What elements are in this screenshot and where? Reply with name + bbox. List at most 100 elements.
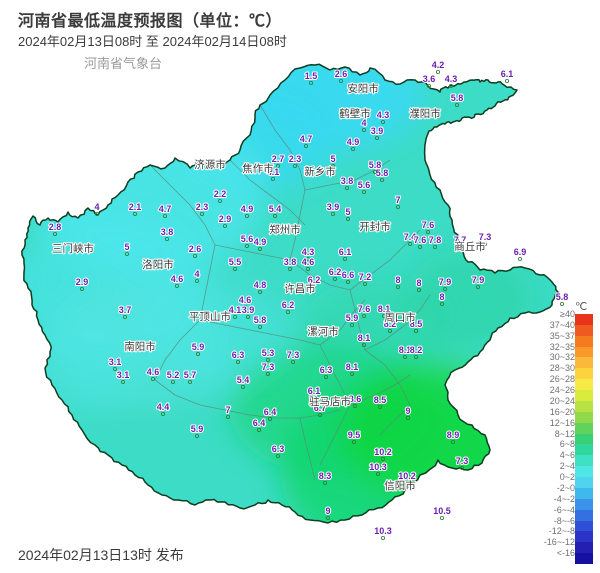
svg-text:7.6: 7.6 [414, 235, 427, 245]
svg-text:4.2: 4.2 [432, 60, 445, 70]
svg-text:7.6: 7.6 [358, 304, 371, 314]
svg-text:2.1: 2.1 [129, 202, 142, 212]
svg-text:6.3: 6.3 [232, 350, 245, 360]
svg-text:5.9: 5.9 [191, 424, 204, 434]
svg-text:开封市: 开封市 [359, 220, 391, 233]
svg-text:8: 8 [395, 275, 400, 285]
svg-text:4.6: 4.6 [302, 257, 315, 267]
svg-text:三门峡市: 三门峡市 [52, 242, 94, 255]
svg-text:8.1: 8.1 [358, 333, 371, 343]
svg-text:7.3: 7.3 [262, 362, 275, 372]
svg-text:2.9: 2.9 [76, 277, 89, 287]
svg-text:4.3: 4.3 [302, 247, 315, 257]
svg-text:安阳市: 安阳市 [347, 82, 379, 95]
svg-text:3.9: 3.9 [327, 202, 340, 212]
svg-text:5.4: 5.4 [237, 375, 250, 385]
svg-text:7.6: 7.6 [422, 220, 435, 230]
svg-text:4.4: 4.4 [157, 402, 170, 412]
svg-text:8: 8 [439, 292, 444, 302]
svg-text:3.1: 3.1 [117, 370, 130, 380]
svg-text:4.6: 4.6 [239, 295, 252, 305]
svg-text:驻马店市: 驻马店市 [309, 395, 351, 408]
svg-text:10.5: 10.5 [433, 506, 451, 516]
svg-text:焦作市: 焦作市 [242, 162, 274, 175]
svg-text:7.9: 7.9 [472, 275, 485, 285]
svg-text:5.9: 5.9 [192, 342, 205, 352]
svg-text:3.6: 3.6 [423, 74, 436, 84]
svg-text:3.7: 3.7 [119, 305, 132, 315]
svg-text:4.7: 4.7 [159, 204, 172, 214]
svg-text:7.9: 7.9 [439, 277, 452, 287]
svg-text:2.3: 2.3 [289, 154, 302, 164]
svg-text:7: 7 [395, 195, 400, 205]
svg-text:9.5: 9.5 [348, 430, 361, 440]
svg-text:7.8: 7.8 [429, 235, 442, 245]
svg-text:8.5: 8.5 [374, 395, 387, 405]
svg-text:濮阳市: 濮阳市 [409, 107, 441, 120]
svg-text:4.9: 4.9 [347, 137, 360, 147]
svg-text:商丘市: 商丘市 [454, 240, 486, 253]
svg-text:5.8: 5.8 [369, 160, 382, 170]
svg-text:7: 7 [225, 405, 230, 415]
svg-text:新乡市: 新乡市 [304, 165, 336, 178]
svg-text:8.2: 8.2 [410, 345, 423, 355]
svg-text:2.6: 2.6 [189, 244, 202, 254]
svg-text:济源市: 济源市 [194, 158, 226, 171]
svg-text:6.4: 6.4 [264, 407, 277, 417]
svg-text:4.3: 4.3 [377, 110, 390, 120]
svg-text:信阳市: 信阳市 [384, 479, 416, 492]
svg-text:9: 9 [325, 506, 330, 516]
svg-text:许昌市: 许昌市 [284, 282, 316, 295]
svg-text:8.3: 8.3 [319, 471, 332, 481]
svg-text:5.8: 5.8 [254, 315, 267, 325]
svg-text:南阳市: 南阳市 [124, 340, 156, 353]
svg-text:4.6: 4.6 [147, 367, 160, 377]
svg-text:3.9: 3.9 [242, 305, 255, 315]
svg-text:5.6: 5.6 [358, 180, 371, 190]
svg-text:6.6: 6.6 [342, 270, 355, 280]
svg-text:3.8: 3.8 [284, 257, 297, 267]
svg-text:2.9: 2.9 [219, 214, 232, 224]
svg-text:5.6: 5.6 [241, 234, 254, 244]
svg-text:5.8: 5.8 [451, 93, 464, 103]
svg-text:2.2: 2.2 [214, 189, 227, 199]
svg-text:1.5: 1.5 [305, 71, 318, 81]
svg-text:5: 5 [330, 154, 335, 164]
svg-text:平顶山市: 平顶山市 [189, 310, 231, 323]
svg-text:郑州市: 郑州市 [269, 223, 301, 236]
svg-text:4.8: 4.8 [254, 280, 267, 290]
svg-text:3.8: 3.8 [161, 227, 174, 237]
svg-text:6.3: 6.3 [272, 444, 285, 454]
svg-text:5.2: 5.2 [167, 370, 180, 380]
svg-text:6.2: 6.2 [282, 300, 295, 310]
svg-text:8.9: 8.9 [447, 430, 460, 440]
svg-text:5.5: 5.5 [229, 257, 242, 267]
svg-text:4.3: 4.3 [445, 74, 458, 84]
svg-text:2.6: 2.6 [335, 69, 348, 79]
svg-text:6.2: 6.2 [329, 267, 342, 277]
svg-text:4: 4 [94, 202, 99, 212]
svg-text:洛阳市: 洛阳市 [142, 258, 174, 271]
svg-text:鹤壁市: 鹤壁市 [339, 107, 371, 120]
svg-text:10.2: 10.2 [374, 447, 392, 457]
svg-text:5.4: 5.4 [269, 204, 282, 214]
svg-text:7.2: 7.2 [359, 272, 372, 282]
svg-text:6.1: 6.1 [339, 247, 352, 257]
svg-text:6.9: 6.9 [514, 247, 527, 257]
svg-text:3.1: 3.1 [109, 357, 122, 367]
svg-text:6.4: 6.4 [253, 418, 266, 428]
svg-text:9: 9 [405, 406, 410, 416]
svg-text:4.9: 4.9 [241, 204, 254, 214]
svg-text:5.7: 5.7 [184, 370, 197, 380]
svg-text:4.6: 4.6 [171, 274, 184, 284]
svg-text:4.9: 4.9 [254, 237, 267, 247]
svg-text:8.1: 8.1 [346, 362, 359, 372]
svg-text:6.3: 6.3 [320, 365, 333, 375]
svg-text:4: 4 [194, 269, 199, 279]
svg-text:2.8: 2.8 [49, 222, 62, 232]
svg-text:8: 8 [416, 278, 421, 288]
svg-text:5: 5 [124, 242, 129, 252]
svg-text:漯河市: 漯河市 [307, 325, 339, 338]
svg-text:周口市: 周口市 [384, 311, 416, 324]
svg-text:6.1: 6.1 [501, 69, 514, 79]
